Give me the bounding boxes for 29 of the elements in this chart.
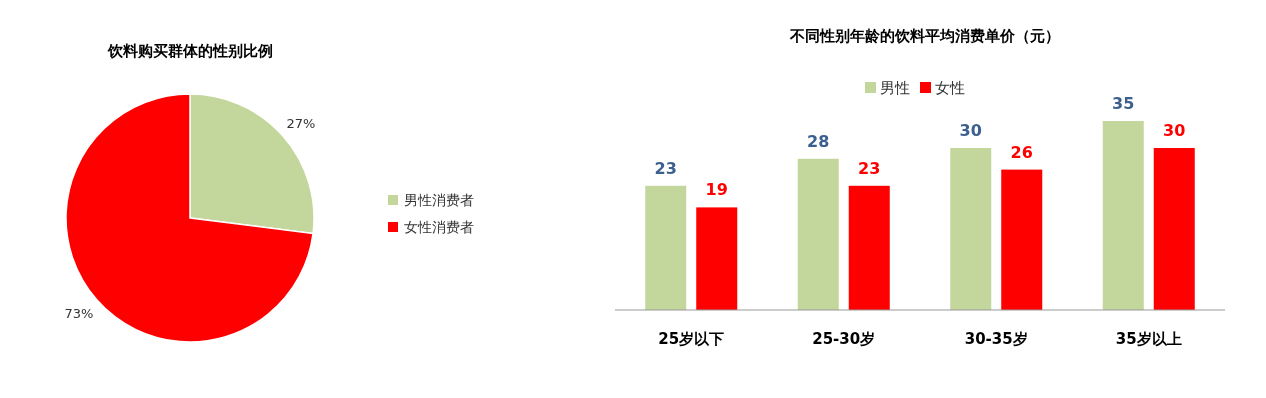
- data-label: 28: [807, 131, 830, 151]
- legend-label: 男性消费者: [404, 192, 474, 208]
- bar: [645, 185, 687, 310]
- x-tick-label: 25岁以下: [658, 330, 725, 348]
- bar: [797, 158, 839, 310]
- bar: [1153, 148, 1195, 310]
- data-label: 19: [705, 180, 728, 200]
- data-label: 27%: [286, 115, 316, 131]
- bar: [848, 185, 890, 310]
- x-tick-label: 30-35岁: [964, 330, 1028, 348]
- data-label: 26: [1010, 142, 1033, 162]
- pie-slice: [65, 93, 314, 343]
- chart-title: 不同性别年龄的饮料平均消费单价（元）: [789, 27, 1060, 45]
- legend-label: 女性消费者: [404, 219, 474, 235]
- chart-title: 饮料购买群体的性别比例: [106, 42, 273, 60]
- data-label: 73%: [64, 306, 94, 322]
- data-label: 30: [1163, 121, 1186, 140]
- data-label: 35: [1112, 94, 1135, 113]
- x-tick-label: 35岁以上: [1115, 330, 1182, 348]
- bar: [1102, 121, 1144, 310]
- x-tick-label: 25-30岁: [812, 330, 876, 348]
- legend-label: 女性: [935, 79, 965, 97]
- bar: [1001, 169, 1043, 310]
- legend-label: 男性: [880, 79, 910, 97]
- data-label: 23: [654, 158, 677, 178]
- bar: [950, 148, 992, 310]
- data-label: 23: [858, 158, 881, 178]
- data-label: 30: [959, 121, 982, 140]
- bar: [696, 207, 738, 310]
